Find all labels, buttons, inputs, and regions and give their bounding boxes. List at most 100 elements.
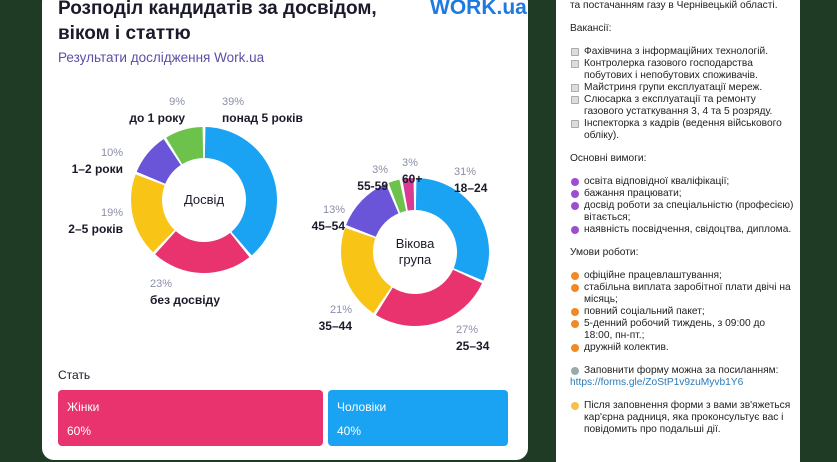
item-text: наявність посвідчення, свідоцтва, диплом… (584, 224, 792, 235)
list-item: офіційне працевлаштування; (570, 270, 796, 282)
list-item: Слюсарка з експлуатації та ремонту газов… (570, 94, 796, 118)
segment-label: 13% 45–54 (312, 202, 345, 234)
donut-segment (131, 174, 175, 253)
list-item: 5-денний робочий тиждень, з 09:00 до 18:… (570, 318, 796, 342)
bullet (571, 320, 579, 328)
item-text: 5-денний робочий тиждень, з 09:00 до 18:… (584, 318, 766, 341)
message-panel: та постачанням газу в Чернівецькій облас… (556, 0, 800, 462)
donut-segment (341, 227, 392, 314)
percent-label: 40% (337, 424, 362, 438)
category-label: понад 5 років (222, 111, 303, 125)
form-line: Заповнити форму можна за посиланням: (570, 365, 796, 377)
donut-segment (415, 178, 489, 281)
link[interactable]: https://forms.gle/ZoStP1v9zuMyvb1Y6 (570, 377, 744, 388)
item-text: дружній колектив. (584, 342, 669, 353)
category-label: 35–44 (318, 319, 352, 333)
bullet (571, 48, 579, 56)
after-text: Після заповнення форми з вами зв'яжеться… (584, 400, 791, 435)
list-item: досвід роботи за спеціальністю (професіє… (570, 200, 796, 224)
item-text: Інспекторка з кадрів (ведення військовог… (584, 118, 782, 141)
section-title: Основні вимоги: (570, 153, 647, 164)
list-item: Фахівчина з інформаційних технологій. (570, 46, 796, 58)
vacancies: Фахівчина з інформаційних технологій. Кон… (570, 46, 796, 142)
donut-segment (136, 139, 181, 184)
percent-label: 21% (329, 304, 352, 316)
category-label: без досвіду (150, 293, 220, 307)
category-label: 55-59 (357, 179, 388, 193)
list-item: наявність посвідчення, свідоцтва, диплом… (570, 224, 796, 236)
requirements: освіта відповідної кваліфікації; бажання … (570, 176, 796, 236)
item-text: Фахівчина з інформаційних технологій. (584, 46, 769, 57)
category-label: 45–54 (311, 219, 345, 233)
bullet (571, 190, 579, 198)
percent-label: 9% (169, 96, 185, 108)
list-item: Контролерка газового господарства побуто… (570, 58, 796, 82)
list-item: стабільна виплата заробітної плати двічі… (570, 282, 796, 306)
subtitle: Результати дослідження Work.ua (58, 50, 265, 65)
logo: WORK.ua (430, 0, 527, 19)
category-label: 1–2 роки (71, 162, 123, 176)
list-item: освіта відповідної кваліфікації; (570, 176, 796, 188)
bullet (571, 284, 579, 292)
percent-label: 60% (67, 424, 92, 438)
segment-label: 27% 25–34 (456, 322, 489, 354)
segment-label: 3% 55-59 (357, 162, 388, 194)
segment-label: 10% 1–2 роки (72, 145, 123, 177)
item-text: освіта відповідної кваліфікації; (584, 176, 730, 187)
category-label: Жінки (67, 400, 100, 414)
segment-label: 3% 60+ (402, 155, 422, 187)
donut-segment (346, 183, 399, 237)
donut-segment (388, 179, 407, 213)
donut-segment (204, 127, 277, 256)
bullet (571, 96, 579, 104)
item-text: повний соціальний пакет; (584, 306, 705, 317)
item-text: Контролерка газового господарства побуто… (584, 58, 758, 81)
item-text: стабільна виплата заробітної плати двічі… (584, 282, 791, 305)
gender-bar: Чоловіки 40% (328, 390, 508, 446)
center-label: Вікова група (395, 236, 435, 267)
donut-segment (166, 127, 204, 165)
percent-label: 31% (454, 166, 477, 178)
section-title: Вакансії: (570, 23, 612, 34)
list-item: Майстриня групи експлуатації мереж. (570, 82, 796, 94)
percent-label: 19% (100, 207, 123, 219)
section-title: Умови роботи: (570, 247, 639, 258)
segment-label: 9% до 1 року (129, 94, 185, 126)
donut-segment (375, 269, 483, 326)
item-text: Майстриня групи експлуатації мереж. (584, 82, 763, 93)
category-label: Чоловіки (337, 400, 387, 414)
bullet (571, 120, 579, 128)
screen: Розподіл кандидатів за досвідом, віком і… (42, 0, 800, 462)
category-label: 60+ (402, 172, 423, 186)
bullet (571, 226, 579, 234)
message-text: та постачанням газу в Чернівецькій облас… (570, 0, 796, 436)
charts (131, 127, 489, 326)
category-label: до 1 року (129, 111, 185, 125)
center-label: Досвід (183, 192, 225, 207)
percent-label: 3% (402, 157, 418, 169)
category-label: 2–5 років (68, 222, 123, 236)
list-item: Інспекторка з кадрів (ведення військовог… (570, 118, 796, 142)
bullet (571, 178, 579, 186)
after-line: Після заповнення форми з вами зв'яжеться… (570, 400, 796, 436)
infographic-card (42, 0, 528, 460)
percent-label: 39% (222, 96, 245, 108)
percent-label: 13% (322, 204, 345, 216)
percent-label: 23% (150, 278, 173, 290)
percent-label: 10% (100, 147, 123, 159)
segment-label: 21% 35–44 (319, 302, 352, 334)
bullet (571, 344, 579, 352)
bullet (571, 308, 579, 316)
donut-segment (402, 178, 415, 211)
segment-label: 31% 18–24 (454, 164, 487, 196)
title: Розподіл кандидатів за досвідом, віком і… (58, 0, 377, 44)
percent-label: 3% (372, 164, 388, 176)
bullet (571, 60, 579, 68)
bullet (571, 84, 579, 92)
percent-label: 27% (456, 324, 479, 336)
bullet (571, 202, 579, 210)
donut-segment (155, 231, 250, 273)
item-text: досвід роботи за спеціальністю (професіє… (584, 200, 794, 223)
category-label: 25–34 (456, 339, 490, 353)
intro: та постачанням газу в Чернівецькій облас… (570, 0, 778, 11)
